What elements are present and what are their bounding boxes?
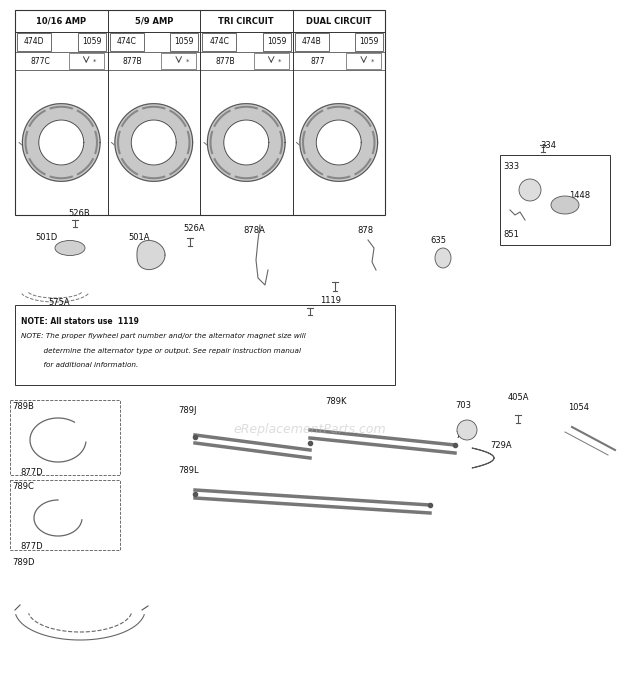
Text: 877B: 877B [215,57,235,66]
Text: 575A: 575A [48,298,69,307]
Text: determine the alternator type or output. See repair instruction manual: determine the alternator type or output.… [21,348,301,354]
Bar [78,33,105,51]
Text: 10/16 AMP: 10/16 AMP [36,17,86,26]
Text: for additional information.: for additional information. [21,362,138,368]
Text: 789J: 789J [178,406,197,415]
Bar [110,33,144,51]
Text: 789L: 789L [178,466,198,475]
Polygon shape [224,120,269,165]
Text: 789K: 789K [325,397,347,406]
Text: 501A: 501A [128,233,149,242]
Ellipse shape [457,420,477,440]
Bar [355,33,383,51]
Bar [170,33,198,51]
Bar [69,53,104,69]
Ellipse shape [435,248,451,268]
Bar [15,10,385,215]
Polygon shape [131,120,176,165]
Text: *: * [93,59,96,65]
Polygon shape [472,448,494,468]
Text: 1059: 1059 [267,37,286,46]
Polygon shape [115,104,193,182]
Text: 789B: 789B [12,402,34,411]
Bar [500,155,610,245]
Text: 878: 878 [357,226,373,235]
Bar [263,33,291,51]
Text: 1059: 1059 [82,37,101,46]
Bar [10,400,120,475]
Text: 1119: 1119 [320,296,341,305]
Text: eReplacementParts.com: eReplacementParts.com [234,423,386,436]
Bar [294,33,329,51]
Text: 474D: 474D [24,37,45,46]
Text: 1054: 1054 [568,403,589,412]
Ellipse shape [551,196,579,214]
Text: 334: 334 [540,141,556,150]
Ellipse shape [55,240,85,256]
Text: 877B: 877B [123,57,142,66]
Text: 1448: 1448 [569,191,590,200]
Text: 851: 851 [503,230,519,239]
Text: 474C: 474C [209,37,229,46]
Text: NOTE: The proper flywheel part number and/or the alternator magnet size will: NOTE: The proper flywheel part number an… [21,333,306,339]
Text: 1059: 1059 [174,37,194,46]
Polygon shape [137,240,165,270]
Bar [10,480,120,550]
Text: TRI CIRCUIT: TRI CIRCUIT [218,17,274,26]
Text: 878A: 878A [243,226,265,235]
Text: 5/9 AMP: 5/9 AMP [135,17,173,26]
Text: DUAL CIRCUIT: DUAL CIRCUIT [306,17,371,26]
Text: 474C: 474C [117,37,136,46]
Polygon shape [300,104,378,182]
Text: 789D: 789D [12,558,35,567]
Text: 877: 877 [310,57,325,66]
Text: 789C: 789C [12,482,34,491]
Bar [17,33,51,51]
Text: 405A: 405A [508,393,529,402]
Text: *: * [185,59,188,65]
Polygon shape [22,104,100,182]
Bar [15,305,395,385]
Bar [202,33,236,51]
Bar [254,53,289,69]
Bar [161,53,197,69]
Polygon shape [38,120,84,165]
Text: 703: 703 [455,401,471,410]
Ellipse shape [519,179,541,201]
Text: 333: 333 [503,162,519,171]
Text: 501D: 501D [35,233,57,242]
Text: 474B: 474B [302,37,322,46]
Text: 877D: 877D [20,542,43,551]
Text: 526A: 526A [183,224,205,233]
Text: 635: 635 [430,236,446,245]
Text: 877C: 877C [30,57,50,66]
Text: 877D: 877D [20,468,43,477]
Text: *: * [278,59,281,65]
Text: 729A: 729A [490,441,511,450]
Bar [346,53,381,69]
Text: 526B: 526B [68,209,90,218]
Polygon shape [208,104,285,182]
Polygon shape [316,120,361,165]
Text: *: * [370,59,374,65]
Text: 729: 729 [455,431,471,440]
Text: 1059: 1059 [360,37,379,46]
Text: NOTE: All stators use  1119: NOTE: All stators use 1119 [21,317,139,326]
